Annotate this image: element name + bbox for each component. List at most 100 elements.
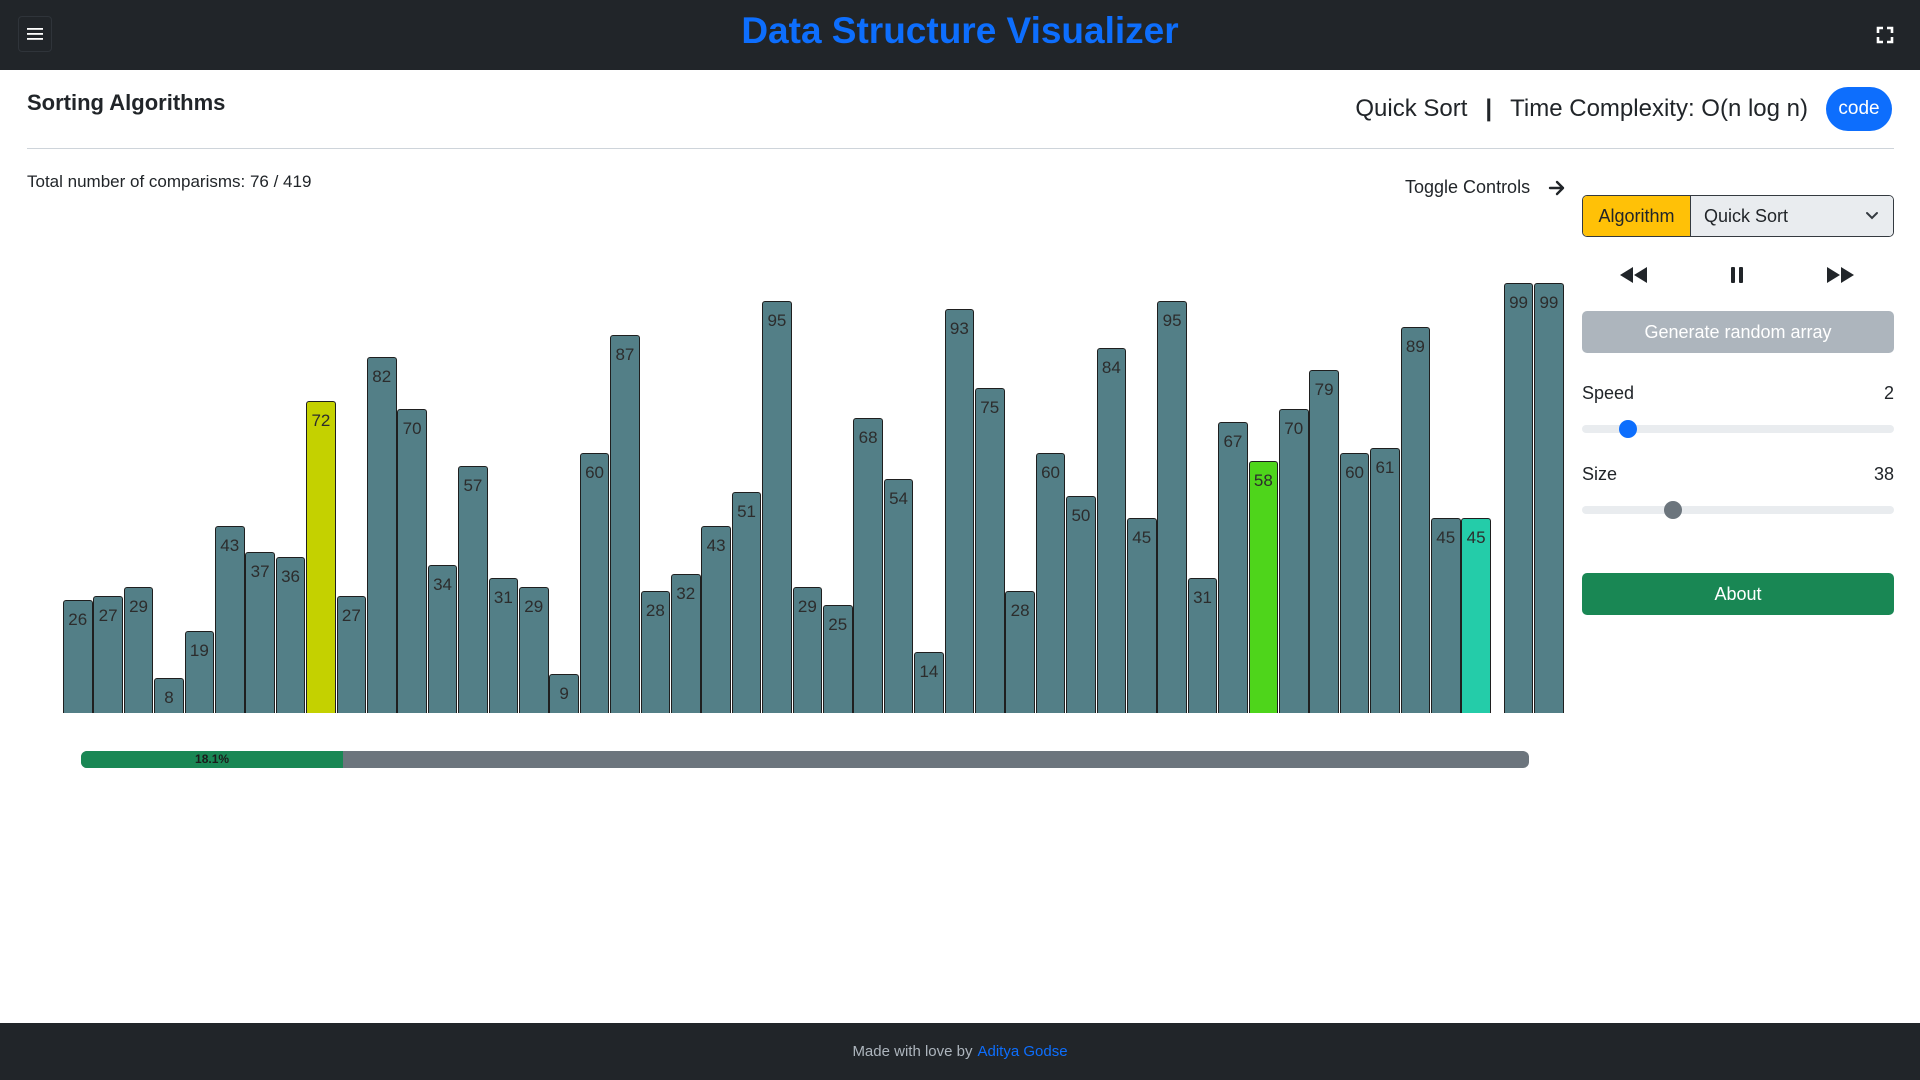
bar-value-label: 27 <box>98 605 118 625</box>
bar-value-label: 95 <box>767 310 787 330</box>
array-bar: 43 <box>701 526 731 713</box>
bar-value-label: 37 <box>250 562 270 582</box>
bar-value-label: 36 <box>281 566 300 586</box>
array-bar: 45 <box>1127 517 1157 713</box>
speed-slider-thumb[interactable] <box>1618 420 1637 438</box>
section-title: Sorting Algorithms <box>27 90 226 115</box>
array-bar: 79 <box>1309 370 1339 713</box>
bar-value-label: 43 <box>706 536 726 556</box>
array-bar: 87 <box>610 335 640 713</box>
algorithm-select[interactable]: Quick Sort <box>1691 196 1893 236</box>
array-bar: 95 <box>1157 300 1187 713</box>
bar-value-label: 79 <box>1314 380 1334 400</box>
app-title: Data Structure Visualizer <box>741 10 1179 51</box>
array-bar: 29 <box>123 587 154 713</box>
size-slider[interactable] <box>1582 499 1894 519</box>
generate-random-array-button[interactable]: Generate random array <box>1582 311 1894 353</box>
algorithm-name: Quick Sort <box>1355 95 1468 122</box>
bar-value-label: 70 <box>402 419 422 439</box>
bar-value-label: 45 <box>1466 527 1486 547</box>
fullscreen-button[interactable] <box>1872 22 1898 48</box>
speed-slider[interactable] <box>1582 418 1894 438</box>
size-slider-track <box>1582 506 1894 514</box>
bar-value-label: 27 <box>341 605 361 625</box>
fast-forward-button[interactable] <box>1824 265 1856 285</box>
bar-value-label: 75 <box>980 397 1000 417</box>
toggle-controls-button[interactable]: Toggle Controls <box>1405 177 1566 198</box>
hamburger-icon <box>27 28 43 40</box>
bar-value-label: 25 <box>828 614 848 634</box>
top-navbar: Data Structure Visualizer <box>0 0 1920 70</box>
algorithm-select-label: Algorithm <box>1583 196 1691 236</box>
time-complexity: Time Complexity: O(n log n) <box>1510 95 1808 122</box>
bar-value-label: 99 <box>1509 293 1528 313</box>
header-separator: | <box>1485 95 1493 122</box>
pause-icon <box>1731 267 1743 283</box>
array-bar: 50 <box>1066 496 1096 713</box>
size-slider-thumb[interactable] <box>1664 501 1683 519</box>
bar-value-label: 93 <box>949 319 969 339</box>
pause-button[interactable] <box>1729 266 1745 284</box>
array-bar: 34 <box>427 565 458 713</box>
bar-value-label: 72 <box>311 410 331 430</box>
bar-value-label: 31 <box>493 588 513 608</box>
bar-value-label: 29 <box>797 597 817 617</box>
code-button[interactable]: code <box>1826 87 1892 131</box>
bar-value-label: 61 <box>1375 458 1395 478</box>
array-bar: 57 <box>458 465 488 713</box>
bar-value-label: 57 <box>463 475 483 495</box>
hamburger-menu-button[interactable] <box>18 16 52 52</box>
speed-value: 2 <box>1883 383 1894 403</box>
comparison-counter: Total number of comparisms: 76 / 419 <box>27 172 312 191</box>
controls-panel: Algorithm Quick Sort G <box>1582 195 1894 615</box>
array-bar: 9 <box>549 673 579 713</box>
array-bar: 82 <box>367 357 397 713</box>
array-bar: 19 <box>184 630 215 713</box>
algorithm-select-group: Algorithm Quick Sort <box>1582 195 1894 237</box>
array-bar: 95 <box>762 300 792 713</box>
array-bar: 75 <box>975 387 1005 713</box>
array-bar: 60 <box>579 452 610 713</box>
array-bar: 27 <box>93 595 123 713</box>
bar-value-label: 45 <box>1436 527 1456 547</box>
size-value: 38 <box>1873 464 1894 484</box>
about-button[interactable]: About <box>1582 573 1894 615</box>
array-bar: 29 <box>519 587 549 713</box>
array-bar: 99 <box>1503 283 1534 713</box>
array-bar: 36 <box>275 556 306 713</box>
speed-label: Speed <box>1582 383 1635 403</box>
array-bar: 43 <box>215 526 245 713</box>
bar-value-label: 51 <box>737 501 756 521</box>
progress-bar: 18.1% <box>81 751 1529 768</box>
footer: Made with love by Aditya Godse <box>0 1023 1920 1080</box>
bar-value-label: 14 <box>919 662 939 682</box>
arrow-right-icon <box>1548 180 1565 195</box>
bar-value-label: 8 <box>164 688 174 708</box>
array-bar: 45 <box>1461 517 1491 713</box>
rewind-button[interactable] <box>1618 265 1650 285</box>
bar-value-label: 58 <box>1253 471 1273 491</box>
array-bar: 60 <box>1035 452 1066 713</box>
array-bar: 89 <box>1400 326 1431 713</box>
bar-value-label: 45 <box>1132 527 1152 547</box>
array-bar: 72 <box>306 400 336 713</box>
bar-value-label: 26 <box>68 610 88 630</box>
header-divider <box>27 148 1894 149</box>
bar-value-label: 60 <box>1345 462 1364 482</box>
author-link[interactable]: Aditya Godse <box>977 1043 1068 1060</box>
bar-value-label: 70 <box>1284 419 1304 439</box>
array-bar: 27 <box>336 595 367 713</box>
array-bar: 31 <box>1187 578 1218 713</box>
speed-slider-track <box>1582 425 1894 433</box>
progress-fill: 18.1% <box>81 751 344 768</box>
array-bar: 26 <box>63 600 93 713</box>
rewind-icon <box>1620 267 1647 283</box>
bar-value-label: 68 <box>858 427 878 447</box>
array-bar: 8 <box>154 678 184 713</box>
array-bar: 25 <box>823 604 853 713</box>
bar-value-label: 95 <box>1162 310 1182 330</box>
bar-value-label: 82 <box>372 367 392 387</box>
array-bar: 31 <box>488 578 519 713</box>
array-bar: 61 <box>1370 448 1400 713</box>
array-bar: 60 <box>1339 452 1370 713</box>
